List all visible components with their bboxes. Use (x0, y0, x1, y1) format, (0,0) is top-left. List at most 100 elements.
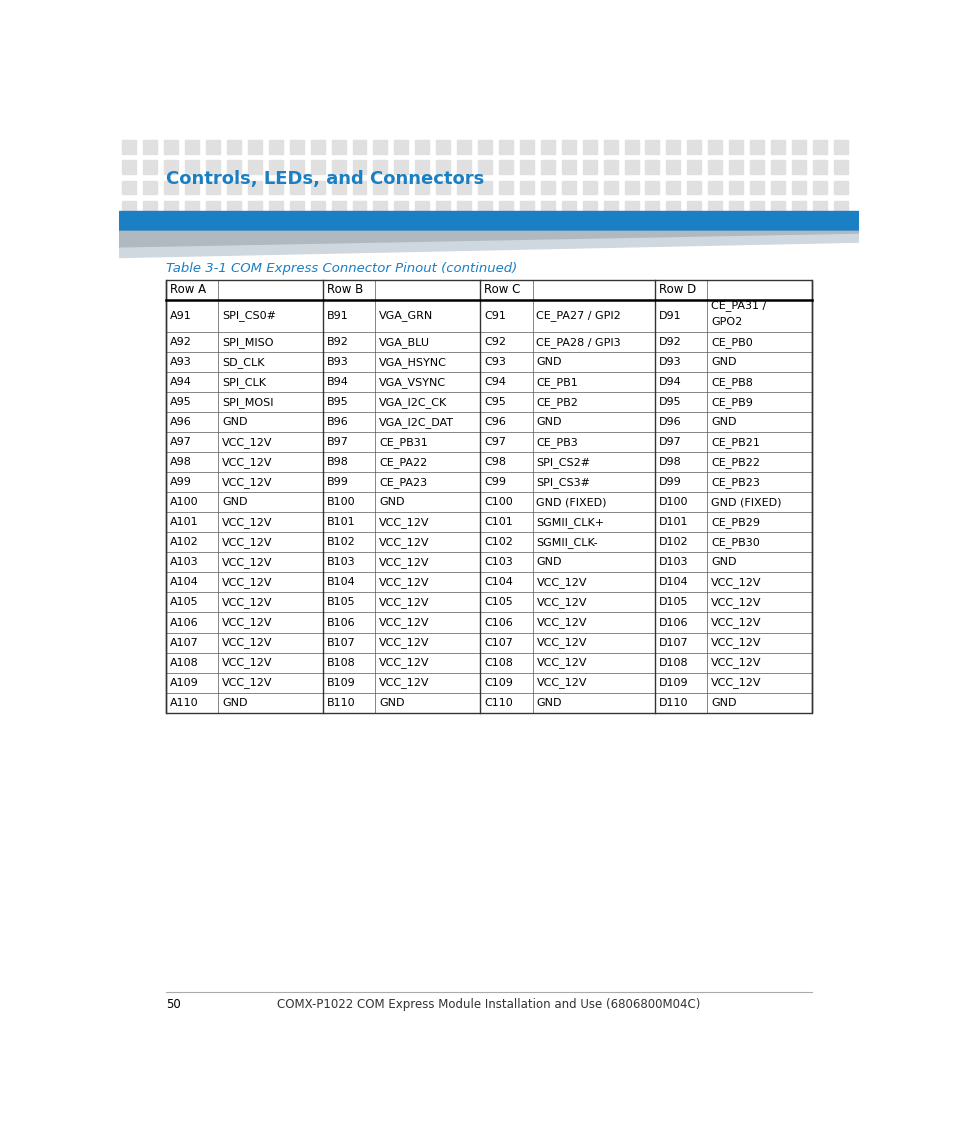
Text: C96: C96 (483, 417, 505, 427)
Text: GND: GND (222, 417, 247, 427)
Text: VCC_12V: VCC_12V (222, 577, 273, 587)
Bar (791, 141, 805, 155)
Text: VGA_BLU: VGA_BLU (379, 337, 430, 348)
Bar (373, 200, 387, 214)
Bar (143, 160, 157, 174)
Text: Row B: Row B (327, 283, 363, 297)
Bar (394, 200, 408, 214)
Bar (415, 200, 429, 214)
Text: VCC_12V: VCC_12V (222, 477, 273, 488)
Bar (394, 160, 408, 174)
Text: VCC_12V: VCC_12V (379, 637, 429, 648)
Bar (353, 181, 366, 195)
Text: D98: D98 (659, 457, 680, 467)
Bar (353, 141, 366, 155)
Polygon shape (119, 231, 858, 248)
Text: CE_PB23: CE_PB23 (710, 477, 760, 488)
Bar (166, 279, 811, 712)
Bar (645, 141, 659, 155)
Bar (311, 181, 324, 195)
Text: GND: GND (710, 697, 736, 708)
Text: C99: C99 (483, 477, 505, 488)
Text: A108: A108 (170, 657, 198, 668)
Text: CE_PA22: CE_PA22 (379, 457, 427, 468)
Bar (770, 141, 784, 155)
Text: GND (FIXED): GND (FIXED) (710, 497, 781, 507)
Text: CE_PB9: CE_PB9 (710, 397, 752, 408)
Bar (206, 181, 220, 195)
Text: VGA_HSYNC: VGA_HSYNC (379, 357, 447, 368)
Text: Row C: Row C (483, 283, 520, 297)
Text: A107: A107 (170, 638, 198, 648)
Text: C97: C97 (483, 437, 505, 448)
Bar (707, 181, 721, 195)
Text: VGA_I2C_CK: VGA_I2C_CK (379, 397, 447, 408)
Bar (666, 160, 679, 174)
Bar (603, 181, 617, 195)
Text: CE_PA28 / GPI3: CE_PA28 / GPI3 (536, 337, 620, 348)
Text: D107: D107 (659, 638, 688, 648)
Text: C100: C100 (483, 497, 513, 507)
Bar (749, 181, 763, 195)
Text: GND (FIXED): GND (FIXED) (536, 497, 606, 507)
Text: B106: B106 (327, 617, 355, 627)
Bar (456, 181, 471, 195)
Text: VCC_12V: VCC_12V (710, 677, 760, 688)
Text: CE_PB0: CE_PB0 (710, 337, 752, 348)
Text: B105: B105 (327, 598, 355, 608)
Text: VCC_12V: VCC_12V (536, 597, 586, 608)
Bar (519, 200, 534, 214)
Bar (206, 160, 220, 174)
Text: B104: B104 (327, 577, 355, 587)
Text: GPO2: GPO2 (710, 317, 741, 326)
Bar (269, 141, 282, 155)
Bar (833, 181, 847, 195)
Bar (833, 160, 847, 174)
Text: B95: B95 (327, 397, 348, 408)
Text: VCC_12V: VCC_12V (222, 677, 273, 688)
Bar (394, 141, 408, 155)
Bar (185, 141, 199, 155)
Bar (185, 160, 199, 174)
Text: A106: A106 (170, 617, 198, 627)
Text: C92: C92 (483, 338, 505, 347)
Text: C93: C93 (483, 357, 505, 368)
Bar (456, 141, 471, 155)
Text: CE_PB31: CE_PB31 (379, 437, 428, 448)
Bar (311, 141, 324, 155)
Bar (332, 181, 345, 195)
Bar (436, 160, 450, 174)
Text: C110: C110 (483, 697, 513, 708)
Bar (373, 160, 387, 174)
Text: A95: A95 (170, 397, 192, 408)
Bar (645, 200, 659, 214)
Bar (666, 141, 679, 155)
Bar (561, 141, 575, 155)
Text: SPI_CLK: SPI_CLK (222, 377, 266, 388)
Text: GND: GND (222, 697, 247, 708)
Text: D94: D94 (659, 377, 680, 387)
Bar (728, 160, 742, 174)
Bar (290, 200, 303, 214)
Bar (812, 141, 826, 155)
Text: B102: B102 (327, 537, 355, 547)
Bar (119, 212, 858, 231)
Bar (477, 160, 492, 174)
Bar (290, 160, 303, 174)
Bar (122, 181, 136, 195)
Bar (227, 160, 241, 174)
Bar (353, 160, 366, 174)
Text: A110: A110 (170, 697, 198, 708)
Bar (561, 181, 575, 195)
Text: B98: B98 (327, 457, 349, 467)
Bar (624, 200, 638, 214)
Text: D99: D99 (659, 477, 680, 488)
Text: C98: C98 (483, 457, 505, 467)
Bar (624, 160, 638, 174)
Text: SGMII_CLK+: SGMII_CLK+ (536, 516, 604, 528)
Text: A103: A103 (170, 558, 198, 568)
Bar (519, 181, 534, 195)
Text: CE_PB3: CE_PB3 (536, 437, 578, 448)
Bar (332, 200, 345, 214)
Bar (582, 181, 596, 195)
